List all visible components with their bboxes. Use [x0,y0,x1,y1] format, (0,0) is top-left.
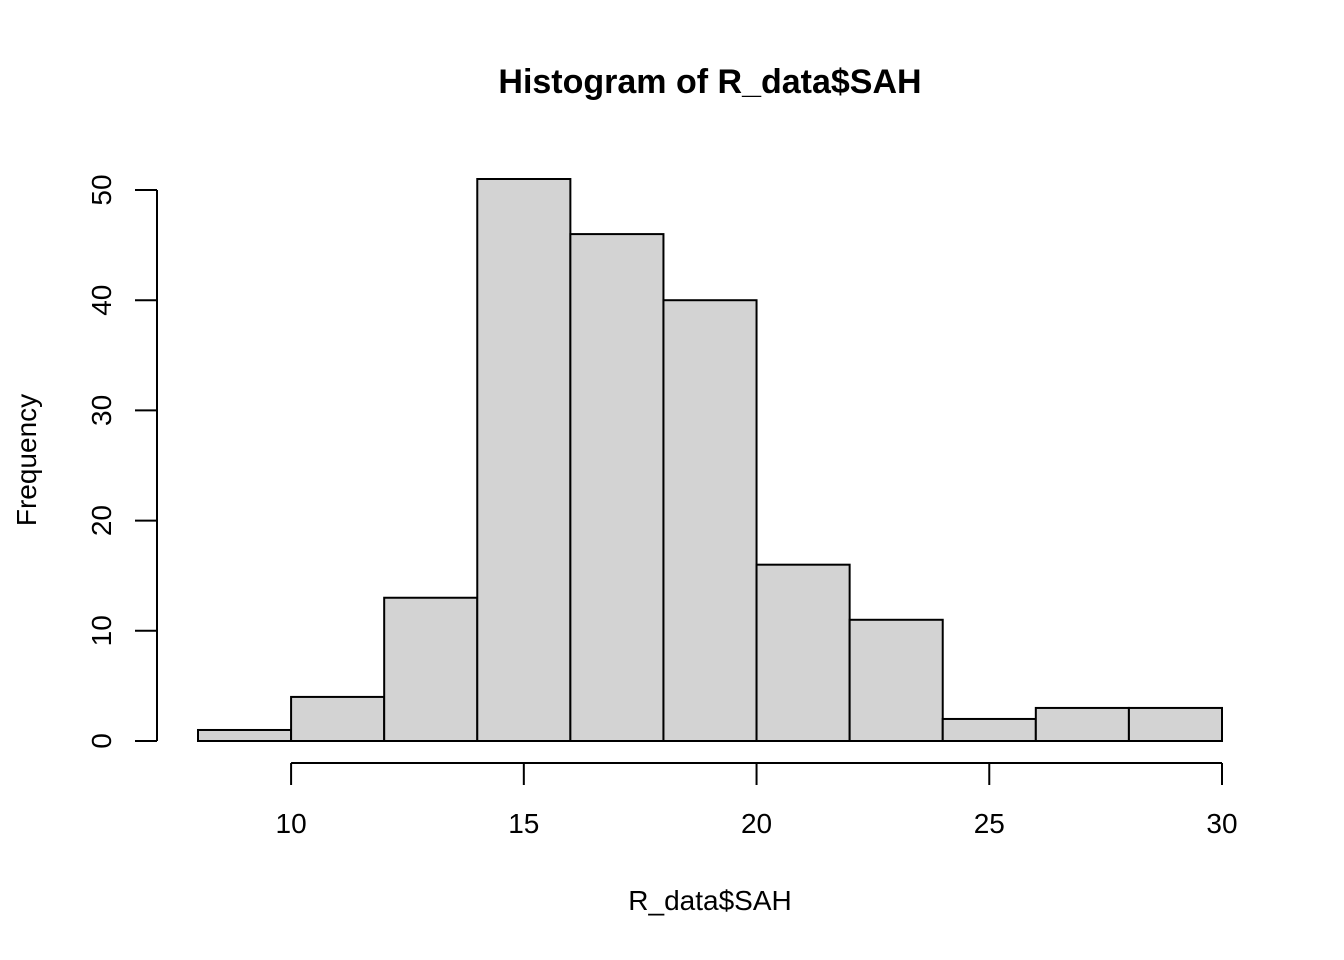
histogram-bar-8 [941,717,1037,742]
x-axis-label: R_data$SAH [628,885,791,916]
histogram-bar-2 [383,596,479,743]
y-axis-label: Frequency [11,394,42,526]
histogram-bar-5 [662,299,758,742]
histogram-bar-3 [476,178,572,742]
histogram-bar-4 [569,233,665,742]
y-axis: 0 10 20 30 40 50 [86,174,158,749]
x-tick-label: 15 [508,808,539,839]
histogram-bar-0 [197,728,293,743]
histogram-bar-9 [1034,706,1130,742]
x-tick-label: 30 [1206,808,1237,839]
x-tick-label: 10 [276,808,307,839]
y-tick-label: 10 [86,615,117,646]
y-tick-label: 50 [86,174,117,205]
bars-group [197,178,1223,743]
chart-title: Histogram of R_data$SAH [498,63,921,101]
y-tick-label: 30 [86,395,117,426]
x-tick-label: 20 [741,808,772,839]
histogram-bar-1 [290,695,386,742]
y-tick-label: 40 [86,285,117,316]
x-axis: 10 15 20 25 30 [276,762,1238,839]
histogram-bar-10 [1127,706,1223,742]
histogram-bar-7 [848,618,944,742]
histogram-bar-6 [755,563,851,742]
x-tick-label: 25 [974,808,1005,839]
y-tick-label: 20 [86,505,117,536]
y-tick-label: 0 [86,733,117,749]
